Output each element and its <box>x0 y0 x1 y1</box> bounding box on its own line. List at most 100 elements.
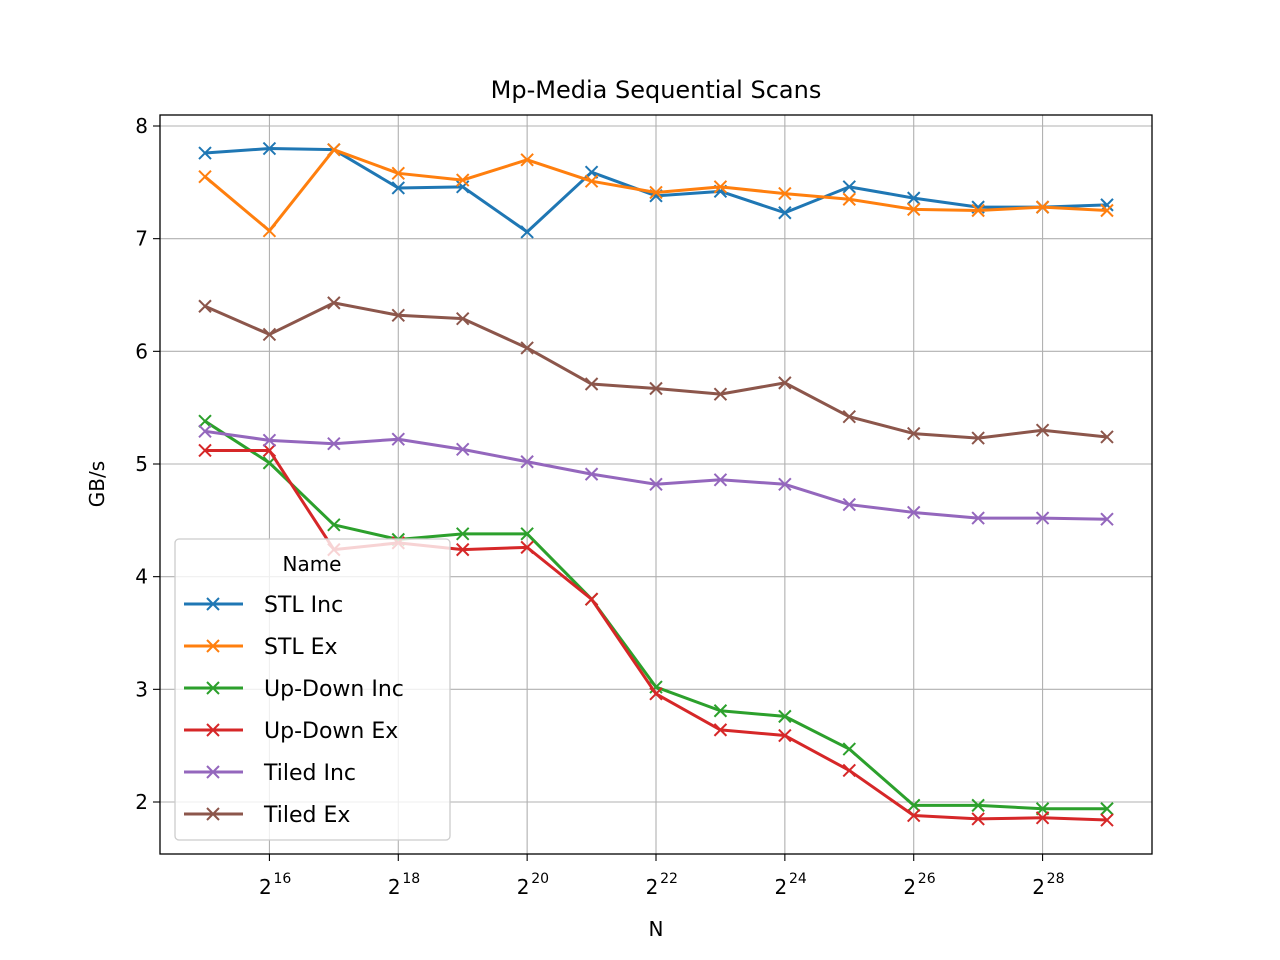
data-point <box>1100 430 1114 444</box>
data-point <box>1035 423 1050 437</box>
data-point <box>971 511 985 525</box>
y-tick-label: 7 <box>135 227 148 251</box>
data-point <box>907 202 921 217</box>
legend-marker <box>206 597 220 611</box>
data-point <box>907 426 921 441</box>
data-point <box>842 180 856 194</box>
data-point <box>198 169 212 184</box>
data-point <box>198 299 212 313</box>
legend-label: Tiled Ex <box>263 803 350 828</box>
data-point <box>713 723 728 737</box>
x-axis-label: N <box>649 917 664 941</box>
data-point <box>262 224 277 238</box>
data-point <box>262 433 277 448</box>
x-tick-label: 2 <box>1032 875 1045 899</box>
legend-title: Name <box>282 552 341 576</box>
data-point <box>391 432 405 446</box>
data-point <box>198 146 212 160</box>
data-point <box>262 327 277 342</box>
y-tick-label: 4 <box>135 565 148 589</box>
data-point <box>1035 811 1050 825</box>
legend-marker <box>206 681 220 695</box>
legend-marker <box>206 723 220 737</box>
data-point <box>520 455 534 469</box>
data-point <box>327 437 341 451</box>
data-point <box>649 477 663 491</box>
data-point <box>713 473 728 487</box>
x-axis: 2 16 2 18 2 20 2 22 2 24 2 26 2 28 <box>259 854 1064 899</box>
data-point <box>584 174 599 188</box>
y-tick-label: 2 <box>135 790 148 814</box>
data-point <box>713 387 728 401</box>
legend-entry: Tiled Inc <box>184 761 356 786</box>
series-stl-ex <box>198 142 1114 238</box>
data-point <box>713 180 728 194</box>
data-point <box>520 341 534 355</box>
data-point <box>327 296 341 310</box>
x-tick-label: 2 <box>517 875 530 899</box>
data-point <box>842 497 856 512</box>
legend-label: STL Ex <box>264 635 338 660</box>
data-point <box>778 709 792 724</box>
data-point <box>1100 813 1114 827</box>
data-point <box>584 467 599 481</box>
y-tick-label: 8 <box>135 114 148 138</box>
data-point <box>391 181 405 195</box>
data-point <box>907 505 921 520</box>
data-point <box>713 704 728 718</box>
data-point <box>971 203 985 218</box>
y-tick-label: 5 <box>135 452 148 476</box>
data-point <box>520 225 534 239</box>
data-point <box>1100 203 1114 218</box>
x-tick-label: 2 <box>259 875 272 899</box>
data-point <box>649 687 663 701</box>
data-point <box>262 141 277 156</box>
data-point <box>198 443 212 458</box>
data-point <box>584 377 599 391</box>
data-point <box>391 308 405 322</box>
x-tick-exponent: 18 <box>402 871 420 887</box>
legend-label: Tiled Inc <box>263 761 356 786</box>
data-point <box>391 166 405 181</box>
legend: Name STL Inc STL Ex Up-Down Inc Up-Down Ex T… <box>174 538 451 841</box>
data-point <box>520 153 534 167</box>
data-point <box>907 798 921 813</box>
y-tick-label: 3 <box>135 677 148 701</box>
data-point <box>778 206 792 220</box>
data-point <box>842 742 856 756</box>
y-axis: 2 3 4 5 6 7 8 <box>135 114 160 814</box>
data-point <box>198 414 212 428</box>
data-point <box>1100 512 1114 526</box>
gridlines <box>160 115 1152 854</box>
data-point <box>456 527 470 541</box>
data-point <box>456 173 470 187</box>
legend-entry: Up-Down Inc <box>184 677 404 702</box>
data-point <box>907 191 921 205</box>
data-point <box>520 527 534 541</box>
data-point <box>842 409 856 424</box>
data-point <box>971 798 985 813</box>
legend-marker <box>206 639 220 653</box>
data-point <box>842 763 856 778</box>
data-point <box>971 812 985 826</box>
data-point <box>327 142 341 157</box>
x-tick-exponent: 28 <box>1047 871 1065 887</box>
data-point <box>327 518 341 532</box>
x-tick-exponent: 16 <box>274 871 292 887</box>
data-point <box>198 424 212 439</box>
data-point <box>778 376 792 390</box>
x-tick-label: 2 <box>774 875 787 899</box>
legend-entry: STL Ex <box>184 635 338 660</box>
legend-box <box>174 538 451 841</box>
y-tick-label: 6 <box>135 339 148 363</box>
data-point <box>1035 511 1050 525</box>
data-point <box>907 808 921 823</box>
data-point <box>456 311 470 326</box>
data-point <box>520 540 534 555</box>
data-point <box>842 192 856 206</box>
data-point <box>456 542 470 557</box>
legend-label: Up-Down Ex <box>264 719 398 744</box>
y-axis-label: GB/s <box>85 461 109 507</box>
series-layer <box>198 141 1114 827</box>
